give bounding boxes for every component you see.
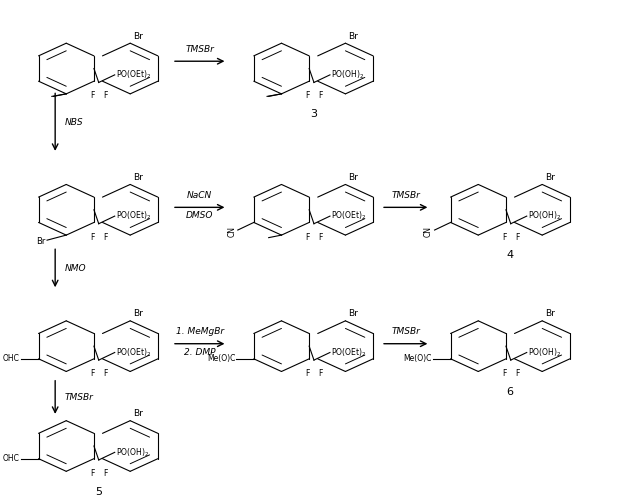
- Text: F: F: [103, 92, 107, 100]
- Text: Br: Br: [134, 32, 143, 41]
- Text: PO(OH)$_2$: PO(OH)$_2$: [331, 68, 364, 81]
- Text: Br: Br: [134, 310, 143, 318]
- Text: NMO: NMO: [64, 264, 86, 272]
- Text: F: F: [502, 369, 506, 378]
- Text: TMSBr: TMSBr: [185, 45, 214, 54]
- Text: 1. MeMgBr: 1. MeMgBr: [176, 328, 224, 336]
- Text: F: F: [90, 232, 95, 241]
- Text: F: F: [305, 369, 310, 378]
- Text: 3: 3: [310, 109, 317, 119]
- Text: PO(OH)$_2$: PO(OH)$_2$: [116, 446, 149, 458]
- Text: Br: Br: [36, 237, 45, 246]
- Text: F: F: [305, 232, 310, 241]
- Text: F: F: [90, 469, 95, 478]
- Text: Br: Br: [545, 173, 555, 182]
- Text: Br: Br: [349, 32, 358, 41]
- Text: F: F: [318, 369, 322, 378]
- Text: PO(OEt)$_2$: PO(OEt)$_2$: [116, 210, 151, 222]
- Text: TMSBr: TMSBr: [391, 328, 420, 336]
- Text: Me(O)C: Me(O)C: [404, 354, 432, 364]
- Text: NaCN: NaCN: [187, 191, 212, 200]
- Text: OHC: OHC: [3, 354, 20, 364]
- Text: PO(OH)$_2$: PO(OH)$_2$: [528, 346, 561, 358]
- Text: F: F: [103, 469, 107, 478]
- Text: F: F: [515, 369, 520, 378]
- Text: CN: CN: [227, 226, 236, 237]
- Text: F: F: [318, 92, 322, 100]
- Text: F: F: [90, 92, 95, 100]
- Text: OHC: OHC: [3, 454, 20, 463]
- Text: 5: 5: [95, 486, 102, 496]
- Text: Me(O)C: Me(O)C: [207, 354, 235, 364]
- Text: F: F: [318, 232, 322, 241]
- Text: NBS: NBS: [64, 118, 83, 126]
- Text: F: F: [90, 369, 95, 378]
- Text: F: F: [103, 232, 107, 241]
- Text: CN: CN: [424, 226, 433, 237]
- Text: PO(OEt)$_2$: PO(OEt)$_2$: [331, 346, 366, 358]
- Text: F: F: [305, 92, 310, 100]
- Text: TMSBr: TMSBr: [391, 191, 420, 200]
- Text: 2. DMP: 2. DMP: [184, 348, 216, 356]
- Text: PO(OEt)$_2$: PO(OEt)$_2$: [116, 346, 151, 358]
- Text: Br: Br: [134, 409, 143, 418]
- Text: Br: Br: [545, 310, 555, 318]
- Text: Br: Br: [134, 173, 143, 182]
- Text: 6: 6: [507, 386, 514, 396]
- Text: Br: Br: [349, 173, 358, 182]
- Text: F: F: [502, 232, 506, 241]
- Text: PO(OEt)$_2$: PO(OEt)$_2$: [116, 68, 151, 81]
- Text: PO(OEt)$_2$: PO(OEt)$_2$: [331, 210, 366, 222]
- Text: PO(OH)$_2$: PO(OH)$_2$: [528, 210, 561, 222]
- Text: F: F: [103, 369, 107, 378]
- Text: TMSBr: TMSBr: [64, 393, 93, 402]
- Text: Br: Br: [349, 310, 358, 318]
- Text: 4: 4: [507, 250, 514, 260]
- Text: F: F: [515, 232, 520, 241]
- Text: DMSO: DMSO: [186, 211, 214, 220]
